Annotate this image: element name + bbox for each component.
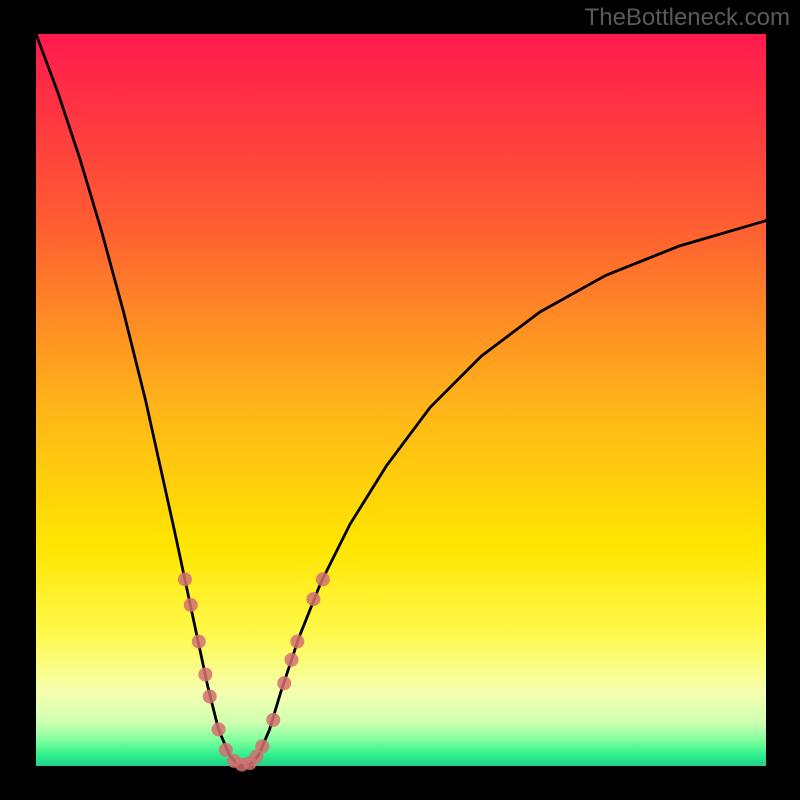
data-marker (184, 598, 198, 612)
data-marker (277, 676, 291, 690)
bottleneck-chart (0, 0, 800, 800)
watermark-text: TheBottleneck.com (585, 4, 790, 32)
data-marker (255, 739, 269, 753)
data-marker (198, 668, 212, 682)
data-marker (266, 713, 280, 727)
data-marker (192, 635, 206, 649)
data-marker (203, 689, 217, 703)
data-marker (290, 635, 304, 649)
data-marker (178, 572, 192, 586)
data-marker (306, 592, 320, 606)
chart-container: TheBottleneck.com (0, 0, 800, 800)
data-marker (212, 722, 226, 736)
data-marker (316, 572, 330, 586)
data-marker (285, 653, 299, 667)
